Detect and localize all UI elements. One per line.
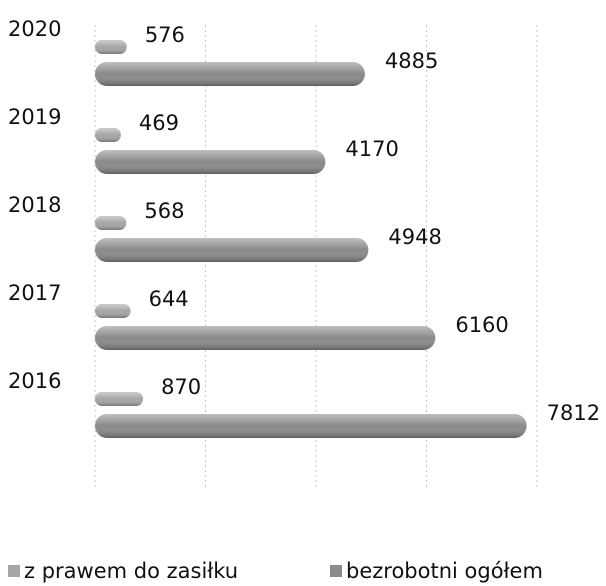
legend-label: bezrobotni ogółem (346, 559, 543, 583)
legend-label: z prawem do zasiłku (24, 559, 238, 583)
data-label: 6160 (455, 313, 508, 337)
y-tick-label: 2019 (8, 105, 61, 129)
data-label: 4885 (385, 49, 438, 73)
data-label: 7812 (547, 401, 600, 425)
data-label: 4170 (345, 137, 398, 161)
data-label: 469 (139, 111, 179, 135)
y-tick-label: 2018 (8, 193, 61, 217)
bar-shade (95, 304, 131, 318)
bar-shade (95, 326, 436, 350)
bar-shade (95, 216, 127, 230)
bar-shade (95, 238, 369, 262)
bar-shade (95, 40, 127, 54)
data-label: 568 (144, 199, 184, 223)
bar-shade (95, 62, 365, 86)
legend-swatch (330, 565, 342, 577)
y-tick-label: 2020 (8, 17, 61, 41)
data-label: 644 (149, 287, 189, 311)
data-label: 4948 (388, 225, 441, 249)
bar-shade (95, 414, 527, 438)
data-label: 576 (145, 23, 185, 47)
bar-shade (95, 128, 121, 142)
data-label: 870 (161, 375, 201, 399)
legend-swatch (8, 565, 20, 577)
bar-shade (95, 392, 144, 406)
y-tick-label: 2017 (8, 281, 61, 305)
bar-shade (95, 150, 326, 174)
y-tick-label: 2016 (8, 369, 61, 393)
